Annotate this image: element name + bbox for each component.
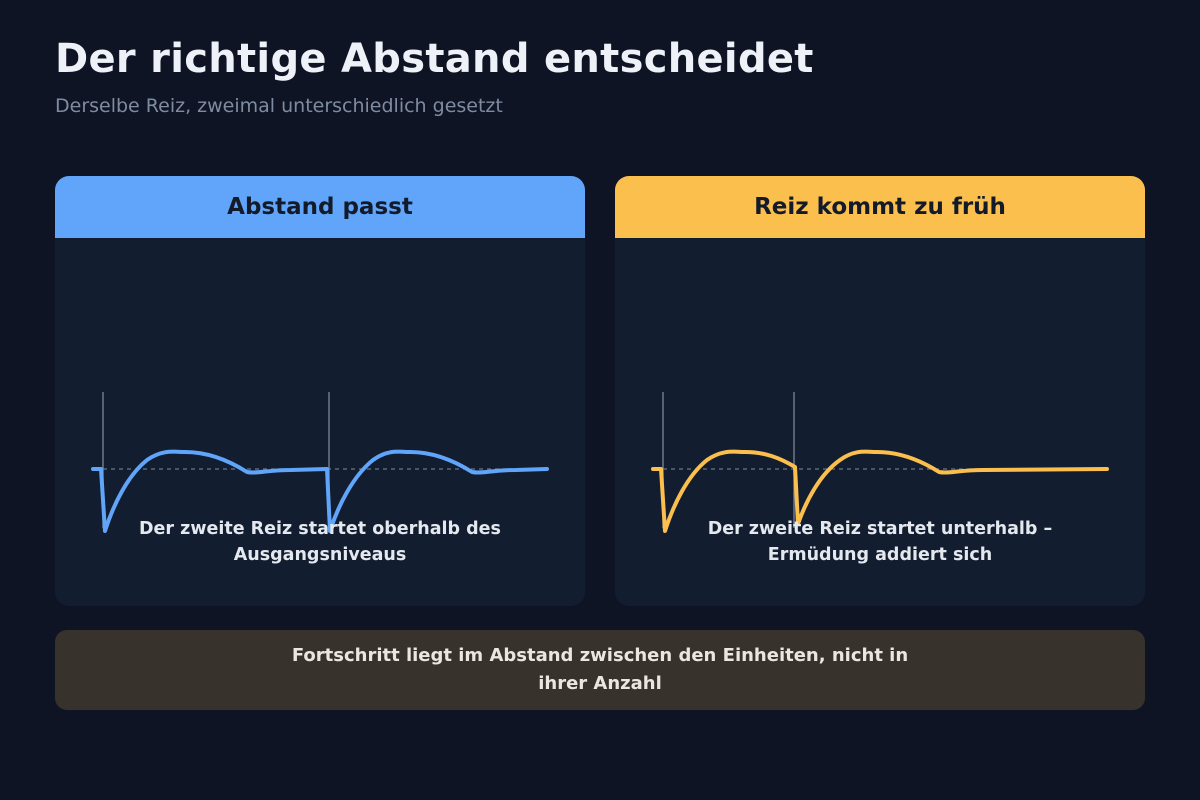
caption-line: Der zweite Reiz startet unterhalb – [707,519,1053,539]
response-curve [651,449,1109,533]
page-subtitle: Derselbe Reiz, zweimal unterschiedlich g… [55,95,503,117]
panel-header: Abstand passt [55,176,585,238]
caption-line: Ausgangsniveaus [233,545,407,565]
footer-line: Fortschritt liegt im Abstand zwischen de… [291,645,909,666]
panel-caption: Der zweite Reiz startet oberhalb des Aus… [55,516,585,568]
panel-spacing-correct: Abstand passt Der zweite Reiz startet ob… [55,176,585,606]
supercompensation-curve-diagram [651,392,1109,533]
caption-line: Ermüdung addiert sich [767,545,993,565]
supercompensation-curve-diagram [91,392,549,533]
page-title: Der richtige Abstand entscheidet [55,36,814,82]
panel-stimulus-too-early: Reiz kommt zu früh Der zweite Reiz start… [615,176,1145,606]
caption-line: Der zweite Reiz startet oberhalb des [139,519,501,539]
footer-line: ihrer Anzahl [538,673,662,694]
footer-callout: Fortschritt liegt im Abstand zwischen de… [55,630,1145,710]
panel-caption: Der zweite Reiz startet unterhalb – Ermü… [615,516,1145,568]
panel-header: Reiz kommt zu früh [615,176,1145,238]
response-curve [91,449,549,533]
